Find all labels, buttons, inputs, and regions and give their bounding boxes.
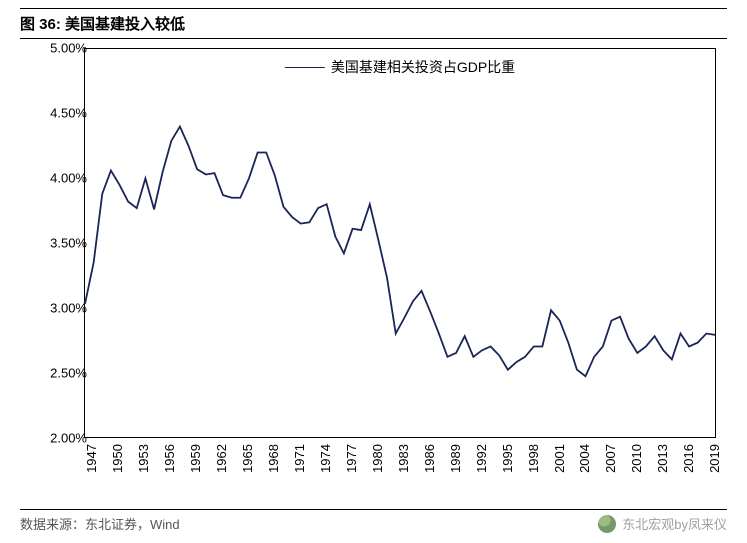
x-tick-label: 1947 <box>84 444 99 473</box>
x-tick-label: 1971 <box>292 444 307 473</box>
y-tick-label: 2.00% <box>31 431 87 446</box>
y-tick-label: 3.50% <box>31 236 87 251</box>
x-tick-label: 2010 <box>629 444 644 473</box>
chart-title: 图 36: 美国基建投入较低 <box>20 13 727 34</box>
x-tick-label: 1983 <box>396 444 411 473</box>
line-series <box>85 49 715 437</box>
x-tick-label: 2013 <box>655 444 670 473</box>
x-tick-label: 1995 <box>500 444 515 473</box>
chart-figure: 图 36: 美国基建投入较低 美国基建相关投资占GDP比重 2.00% 2.50%… <box>0 0 747 543</box>
watermark-text: 东北宏观by凤来仪 <box>622 514 727 533</box>
x-tick-label: 1962 <box>214 444 229 473</box>
x-tick-label: 2001 <box>552 444 567 473</box>
chart-area: 美国基建相关投资占GDP比重 2.00% 2.50% 3.00% 3.50% 4.00%… <box>20 40 727 490</box>
x-tick-label: 1959 <box>188 444 203 473</box>
x-tick-label: 1956 <box>162 444 177 473</box>
plot-region: 美国基建相关投资占GDP比重 <box>84 48 716 438</box>
x-tick-label: 1998 <box>526 444 541 473</box>
y-tick-label: 3.00% <box>31 301 87 316</box>
x-tick-label: 1968 <box>266 444 281 473</box>
title-bar: 图 36: 美国基建投入较低 <box>20 8 727 39</box>
x-tick-label: 1992 <box>474 444 489 473</box>
x-tick-label: 1980 <box>370 444 385 473</box>
x-tick-label: 2016 <box>681 444 696 473</box>
y-tick-label: 4.00% <box>31 171 87 186</box>
x-tick-label: 1965 <box>240 444 255 473</box>
y-tick-label: 5.00% <box>31 41 87 56</box>
y-tick-label: 2.50% <box>31 366 87 381</box>
watermark: 东北宏观by凤来仪 <box>598 514 727 533</box>
x-tick-label: 2007 <box>603 444 618 473</box>
x-tick-label: 2019 <box>707 444 722 473</box>
source-text: 数据来源：东北证券，Wind <box>20 514 180 533</box>
source-row: 数据来源：东北证券，Wind 东北宏观by凤来仪 <box>20 509 727 533</box>
x-tick-label: 2004 <box>577 444 592 473</box>
x-tick-label: 1950 <box>110 444 125 473</box>
x-tick-label: 1986 <box>422 444 437 473</box>
x-tick-label: 1977 <box>344 444 359 473</box>
x-tick-label: 1989 <box>448 444 463 473</box>
y-tick-label: 4.50% <box>31 106 87 121</box>
wechat-icon <box>598 515 616 533</box>
x-tick-label: 1974 <box>318 444 333 473</box>
x-tick-label: 1953 <box>136 444 151 473</box>
